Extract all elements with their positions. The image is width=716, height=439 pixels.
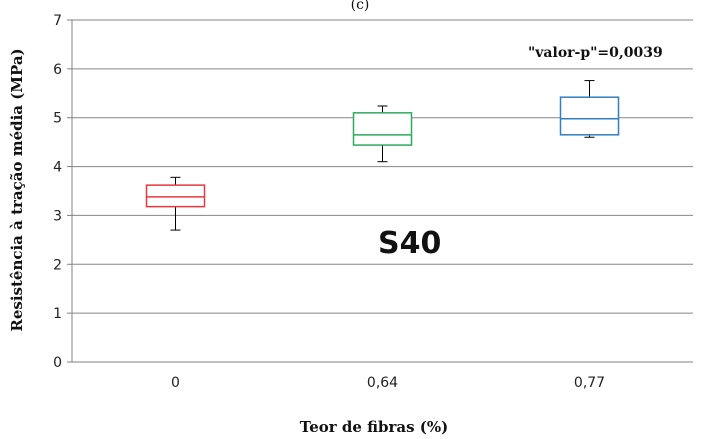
x-axis-ticks: 0 0,64 0,77 [171,375,605,391]
y-tick-label-6: 6 [53,62,62,78]
box-iqr-0 [145,184,206,208]
box-iqr-1 [352,112,413,146]
x-tick-label-2: 0,77 [574,375,605,391]
y-tick-label-3: 3 [53,208,62,224]
boxes-group [145,80,620,231]
y-axis-title: Resistência à tração média (MPa) [8,48,26,331]
grid-lines [72,19,693,314]
y-tick-label-4: 4 [53,160,62,176]
y-tick-label-5: 5 [53,111,62,127]
y-tick-label-2: 2 [53,257,62,273]
box-2 [559,80,620,138]
x-tick-label-0: 0 [171,375,180,391]
p-value-annotation: "valor-p"=0,0039 [528,45,663,61]
y-axis-ticks: 0 1 2 3 4 5 6 7 [53,13,72,371]
x-tick-label-1: 0,64 [367,375,398,391]
box-0 [145,176,206,231]
x-axis-title: Teor de fibras (%) [300,418,449,436]
box-1 [352,105,413,163]
y-tick-label-7: 7 [53,13,62,29]
box-iqr-2 [559,96,620,136]
chart-title: (c) [351,0,370,13]
y-tick-label-1: 1 [53,306,62,322]
series-label: S40 [378,226,441,261]
y-tick-label-0: 0 [53,355,62,371]
